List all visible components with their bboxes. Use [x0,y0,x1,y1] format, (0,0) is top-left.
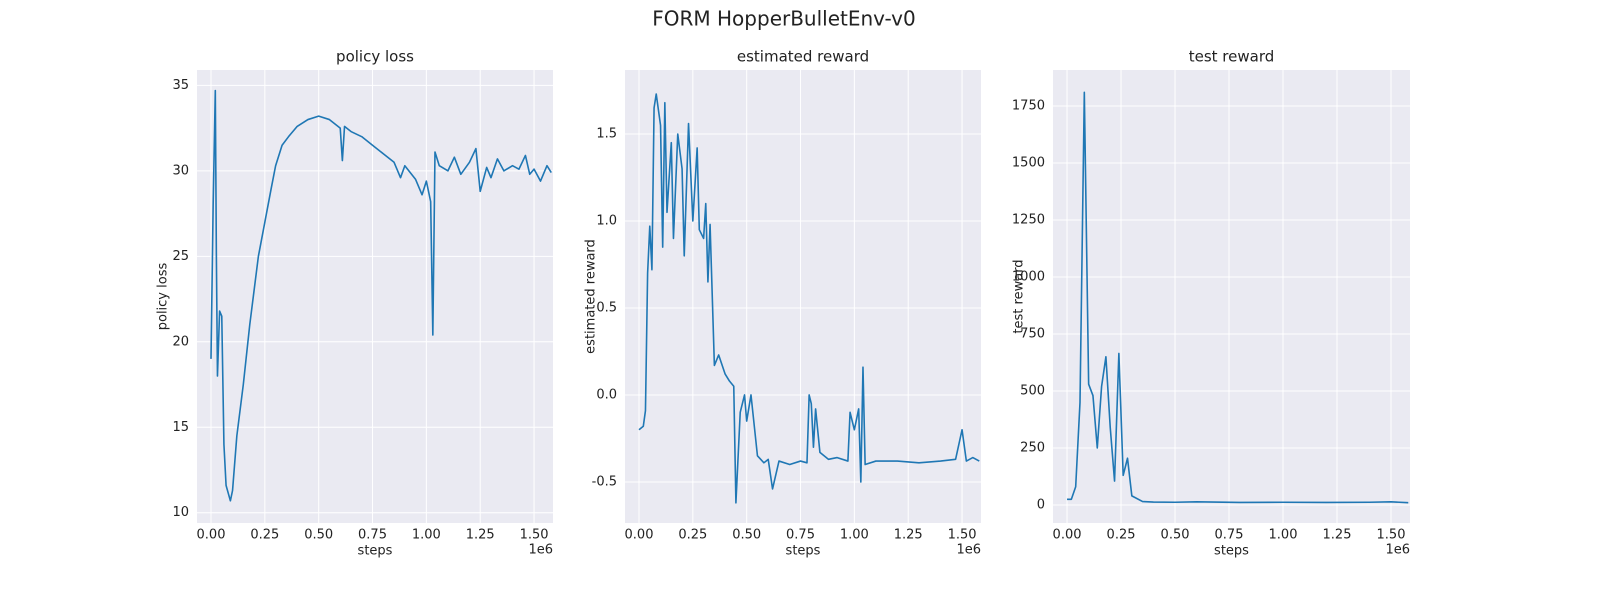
plot-area [1053,70,1410,523]
x-tick-label: 0.00 [197,528,226,543]
subplot: 0.00 0.25 0.50 0.75 1.00 1.25 1.50 0 250 500 750 10… [1012,48,1410,559]
x-tick-label: 0.50 [1161,528,1190,543]
x-tick-label: 0.25 [678,528,707,543]
figure-title: FORM HopperBulletEnv-v0 [652,7,915,31]
x-tick-label: 1.50 [520,528,549,543]
y-tick-label: 1750 [1012,99,1045,114]
x-tick-label: 1.00 [840,528,869,543]
data-line [1067,91,1409,504]
x-offset-text: 1e6 [1385,543,1410,558]
x-tick-label: 0.00 [1053,528,1082,543]
y-tick-label: 0.5 [596,300,617,315]
x-tick-label: 0.50 [732,528,761,543]
y-tick-label: 1500 [1012,156,1045,171]
y-tick-label: 30 [172,163,189,178]
x-tick-label: 0.25 [1107,528,1136,543]
x-tick-label: 1.25 [466,528,495,543]
y-tick-label: 10 [172,505,189,520]
subplot: 0.00 0.25 0.50 0.75 1.00 1.25 1.50 10 15 20 25 30 35… [156,48,553,559]
x-tick-label: 0.75 [1215,528,1244,543]
x-tick-label: 0.75 [786,528,815,543]
subplot-title: test reward [1189,48,1275,66]
y-tick-label: 0.0 [596,387,617,402]
x-tick-label: 1.25 [894,528,923,543]
x-offset-text: 1e6 [956,543,981,558]
y-tick-label: 750 [1020,327,1045,342]
x-axis-label: steps [1214,544,1249,559]
x-axis-label: steps [358,544,393,559]
y-tick-label: 1.0 [596,214,617,229]
y-tick-label: 500 [1020,383,1045,398]
x-tick-label: 1.50 [948,528,977,543]
y-tick-label: 20 [172,334,189,349]
plot-area [197,70,553,523]
y-tick-label: 1250 [1012,213,1045,228]
subplot-title: policy loss [336,48,414,66]
x-tick-label: 0.75 [358,528,387,543]
x-tick-label: 1.25 [1323,528,1352,543]
y-tick-label: 25 [172,249,189,264]
x-axis-label: steps [786,544,821,559]
y-axis-label: policy loss [156,263,171,331]
plot-area [625,70,981,523]
y-tick-label: -0.5 [592,474,617,489]
subplot-title: estimated reward [737,48,869,66]
data-line [638,93,980,504]
x-tick-label: 1.00 [412,528,441,543]
x-offset-text: 1e6 [528,543,553,558]
y-tick-label: 15 [172,420,189,435]
y-tick-label: 0 [1037,497,1045,512]
y-tick-label: 1.5 [596,127,617,142]
y-tick-label: 250 [1020,440,1045,455]
x-tick-label: 0.00 [625,528,654,543]
y-axis-label: estimated reward [584,239,599,354]
subplot: 0.00 0.25 0.50 0.75 1.00 1.25 1.50 -0.5 0.0 0.5 1.… [584,48,981,559]
x-tick-label: 1.00 [1269,528,1298,543]
x-tick-label: 1.50 [1377,528,1406,543]
y-axis-label: test reward [1012,259,1027,333]
data-line [210,89,552,502]
y-tick-label: 1000 [1012,270,1045,285]
x-tick-label: 0.50 [304,528,333,543]
x-tick-label: 0.25 [250,528,279,543]
y-tick-label: 35 [172,78,189,93]
